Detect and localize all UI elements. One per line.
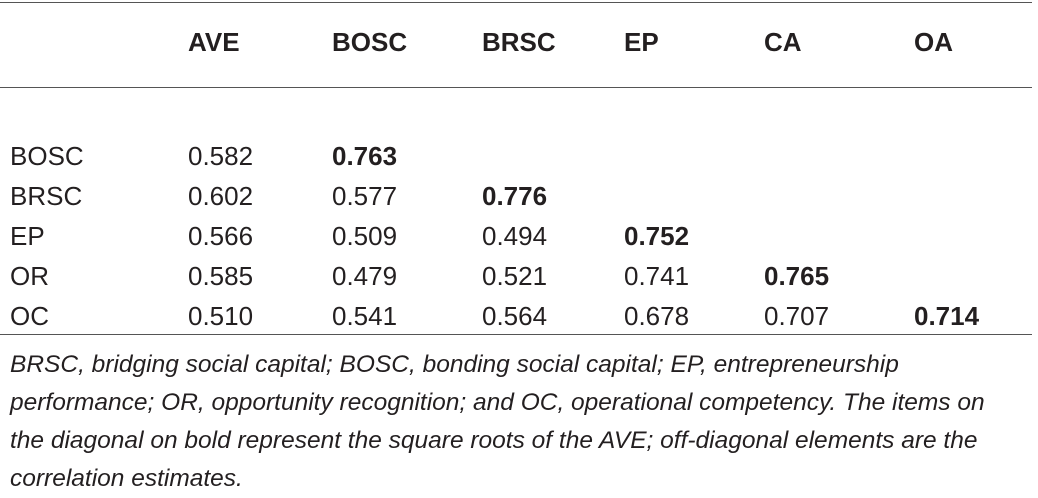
table-cell: 0.678 [624, 301, 690, 331]
header-ca: CA [764, 26, 802, 57]
row-label: OR [10, 261, 49, 291]
row-label: BRSC [10, 181, 83, 211]
table-cell: 0.763 [332, 141, 398, 171]
table-cell [914, 256, 1032, 296]
table-cell [764, 216, 914, 256]
table-cell: 0.509 [332, 221, 398, 251]
table-cell [914, 216, 1032, 256]
table-cell [482, 88, 624, 176]
table-row: OR 0.585 0.479 0.521 0.741 0.765 [0, 256, 1032, 296]
table-cell [914, 88, 1032, 176]
table-row: EP 0.566 0.509 0.494 0.752 [0, 216, 1032, 256]
table-cell [764, 88, 914, 176]
table-cell: 0.602 [188, 181, 254, 211]
header-ave: AVE [188, 26, 240, 57]
table-cell: 0.752 [624, 221, 690, 251]
table-cell: 0.510 [188, 301, 254, 331]
table-cell: 0.707 [764, 301, 830, 331]
table-cell: 0.541 [332, 301, 398, 331]
top-rule [0, 2, 1032, 3]
row-label: OC [10, 301, 49, 331]
table-cell [914, 176, 1032, 216]
table-cell: 0.714 [914, 301, 980, 331]
table-cell [624, 88, 764, 176]
table-cell: 0.741 [624, 261, 690, 291]
table-cell [764, 176, 914, 216]
table-row: BRSC 0.602 0.577 0.776 [0, 176, 1032, 216]
table-cell: 0.585 [188, 261, 254, 291]
table-cell [624, 176, 764, 216]
table-cell: 0.765 [764, 261, 830, 291]
row-label: BOSC [10, 141, 84, 171]
header-oa: OA [914, 26, 953, 57]
header-row: AVE BOSC BRSC EP CA OA [0, 0, 1032, 88]
table-cell: 0.494 [482, 221, 548, 251]
table-cell: 0.566 [188, 221, 254, 251]
header-corner [0, 0, 188, 88]
header-rule [0, 87, 1032, 88]
table-cell: 0.479 [332, 261, 398, 291]
table-cell: 0.776 [482, 181, 548, 211]
table-row: BOSC 0.582 0.763 [0, 88, 1032, 176]
bottom-rule [0, 334, 1032, 335]
table-row: OC 0.510 0.541 0.564 0.678 0.707 0.714 [0, 296, 1032, 336]
table-footnote: BRSC, bridging social capital; BOSC, bon… [10, 351, 985, 492]
table-cell: 0.577 [332, 181, 398, 211]
table-body: BOSC 0.582 0.763 BRSC 0.602 0.577 0.776 EP 0.566… [0, 88, 1032, 336]
row-label: EP [10, 221, 45, 251]
correlation-table: AVE BOSC BRSC EP CA OA BOSC 0.582 0.763 BRS… [0, 0, 1032, 336]
table-cell: 0.582 [188, 141, 254, 171]
header-ep: EP [624, 26, 659, 57]
header-bosc: BOSC [332, 26, 408, 57]
table-cell: 0.564 [482, 301, 548, 331]
header-brsc: BRSC [482, 26, 556, 57]
table-cell: 0.521 [482, 261, 548, 291]
